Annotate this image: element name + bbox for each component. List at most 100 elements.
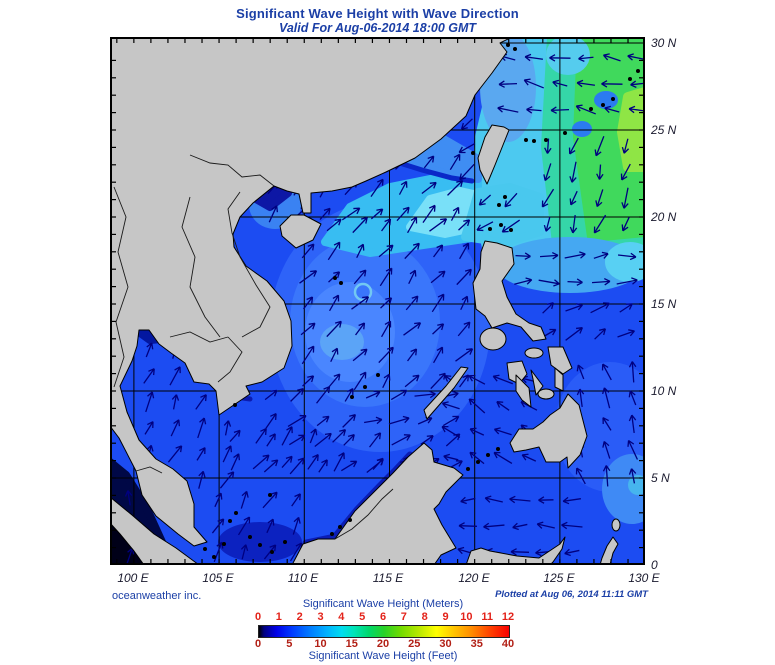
small-island-dot [268, 493, 272, 497]
country-border [135, 466, 163, 474]
legend-meters-tick: 7 [400, 611, 407, 623]
island [479, 327, 507, 351]
small-island-dot [544, 138, 548, 142]
lon-label: 115 E [372, 571, 404, 585]
lat-label: 25 N [651, 123, 677, 137]
country-border [113, 186, 129, 388]
legend-feet-title: Significant Wave Height (Feet) [308, 650, 458, 662]
legend-feet-tick: 20 [376, 638, 390, 650]
small-island-dot [486, 453, 490, 457]
wave-height-region [495, 237, 645, 293]
country-border [181, 196, 221, 338]
legend-feet-tick: 30 [439, 638, 452, 650]
small-island-dot [563, 131, 567, 135]
small-island-dot [497, 203, 501, 207]
lat-label: 20 N [651, 210, 677, 224]
plotted-timestamp: Plotted at Aug 06, 2014 11:11 GMT [495, 589, 648, 600]
legend-meters-tick: 1 [275, 611, 282, 623]
wave-height-region [461, 183, 544, 247]
small-island-dot [532, 139, 536, 143]
small-island-dot [330, 532, 334, 536]
lon-label: 100 E [117, 571, 149, 585]
wave-height-region [572, 121, 592, 137]
map-canvas [110, 37, 645, 565]
lat-label: 0 [651, 558, 658, 572]
legend-meters-tick: 12 [501, 611, 515, 623]
lon-label: 105 E [202, 571, 234, 585]
landmass [509, 393, 588, 469]
landmass [554, 367, 564, 392]
landmass [477, 124, 510, 185]
small-island-dot [222, 542, 226, 546]
small-island-dot [350, 395, 354, 399]
legend-feet-tick: 15 [345, 638, 358, 650]
wave-height-region [628, 475, 645, 495]
legend-meters-tick: 8 [421, 611, 428, 623]
small-island-dot [203, 547, 207, 551]
legend-meters-tick: 6 [379, 611, 387, 623]
legend-feet-tick: 0 [254, 638, 262, 650]
landmass [110, 37, 513, 547]
wave-height-region [594, 91, 618, 109]
lat-label: 15 N [651, 297, 677, 311]
legend-meters-tick: 11 [481, 611, 493, 623]
landmass [530, 369, 544, 396]
legend-feet-tick: 25 [408, 638, 421, 650]
legend-meters-tick: 9 [442, 611, 449, 623]
small-island-dot [601, 103, 605, 107]
small-island-dot [488, 227, 492, 231]
small-island-dot [509, 228, 513, 232]
island [611, 518, 621, 532]
small-island-dot [248, 535, 252, 539]
legend-meters-tick: 2 [296, 611, 303, 623]
landmass [465, 536, 566, 565]
small-island-dot [506, 43, 510, 47]
wave-height-region [320, 324, 364, 360]
legend-meters-tick: 3 [317, 611, 324, 623]
legend-meters-title: Significant Wave Height (Meters) [302, 598, 464, 610]
small-island-dot [339, 281, 343, 285]
small-island-dot [476, 460, 480, 464]
lon-label: 110 E [287, 571, 319, 585]
small-island-dot [496, 447, 500, 451]
small-island-dot [258, 543, 262, 547]
legend-meters-tick: 5 [359, 611, 366, 623]
wave-height-region [573, 37, 645, 242]
small-island-dot [212, 555, 216, 559]
small-island-dot [466, 467, 470, 471]
legend-feet-tick: 10 [314, 638, 327, 650]
small-island-dot [628, 77, 632, 81]
legend-meters-tick: 0 [254, 611, 262, 623]
small-island-dot [348, 518, 352, 522]
valid-time-subtitle: Valid For Aug-06-2014 18:00 GMT [278, 21, 477, 35]
small-island-dot [589, 107, 593, 111]
landmass [515, 374, 532, 408]
country-border [169, 331, 229, 343]
small-island-dot [636, 69, 640, 73]
small-island-dot [228, 519, 232, 523]
small-island-dot [471, 151, 475, 155]
landmass [423, 366, 469, 420]
country-border [227, 191, 271, 338]
lon-label: 125 E [543, 571, 575, 585]
island [537, 388, 555, 400]
legend-feet-tick: 5 [286, 638, 293, 650]
legend-feet-tick: 40 [501, 638, 515, 650]
small-island-dot [338, 525, 342, 529]
small-island-dot [233, 403, 237, 407]
landmass [547, 346, 573, 375]
landmass [110, 496, 200, 565]
map-frame [110, 37, 645, 565]
legend-meters-tick: 4 [338, 611, 345, 623]
lat-label: 30 N [651, 36, 677, 50]
small-island-dot [333, 276, 337, 280]
small-island-dot [513, 47, 517, 51]
wave-height-region [218, 522, 302, 562]
colorbar [258, 625, 510, 638]
lat-label: 10 N [651, 384, 677, 398]
legend-feet-tick: 35 [470, 638, 483, 650]
lon-label: 130 E [628, 571, 660, 585]
wave-height-region [546, 37, 590, 75]
small-island-dot [376, 373, 380, 377]
